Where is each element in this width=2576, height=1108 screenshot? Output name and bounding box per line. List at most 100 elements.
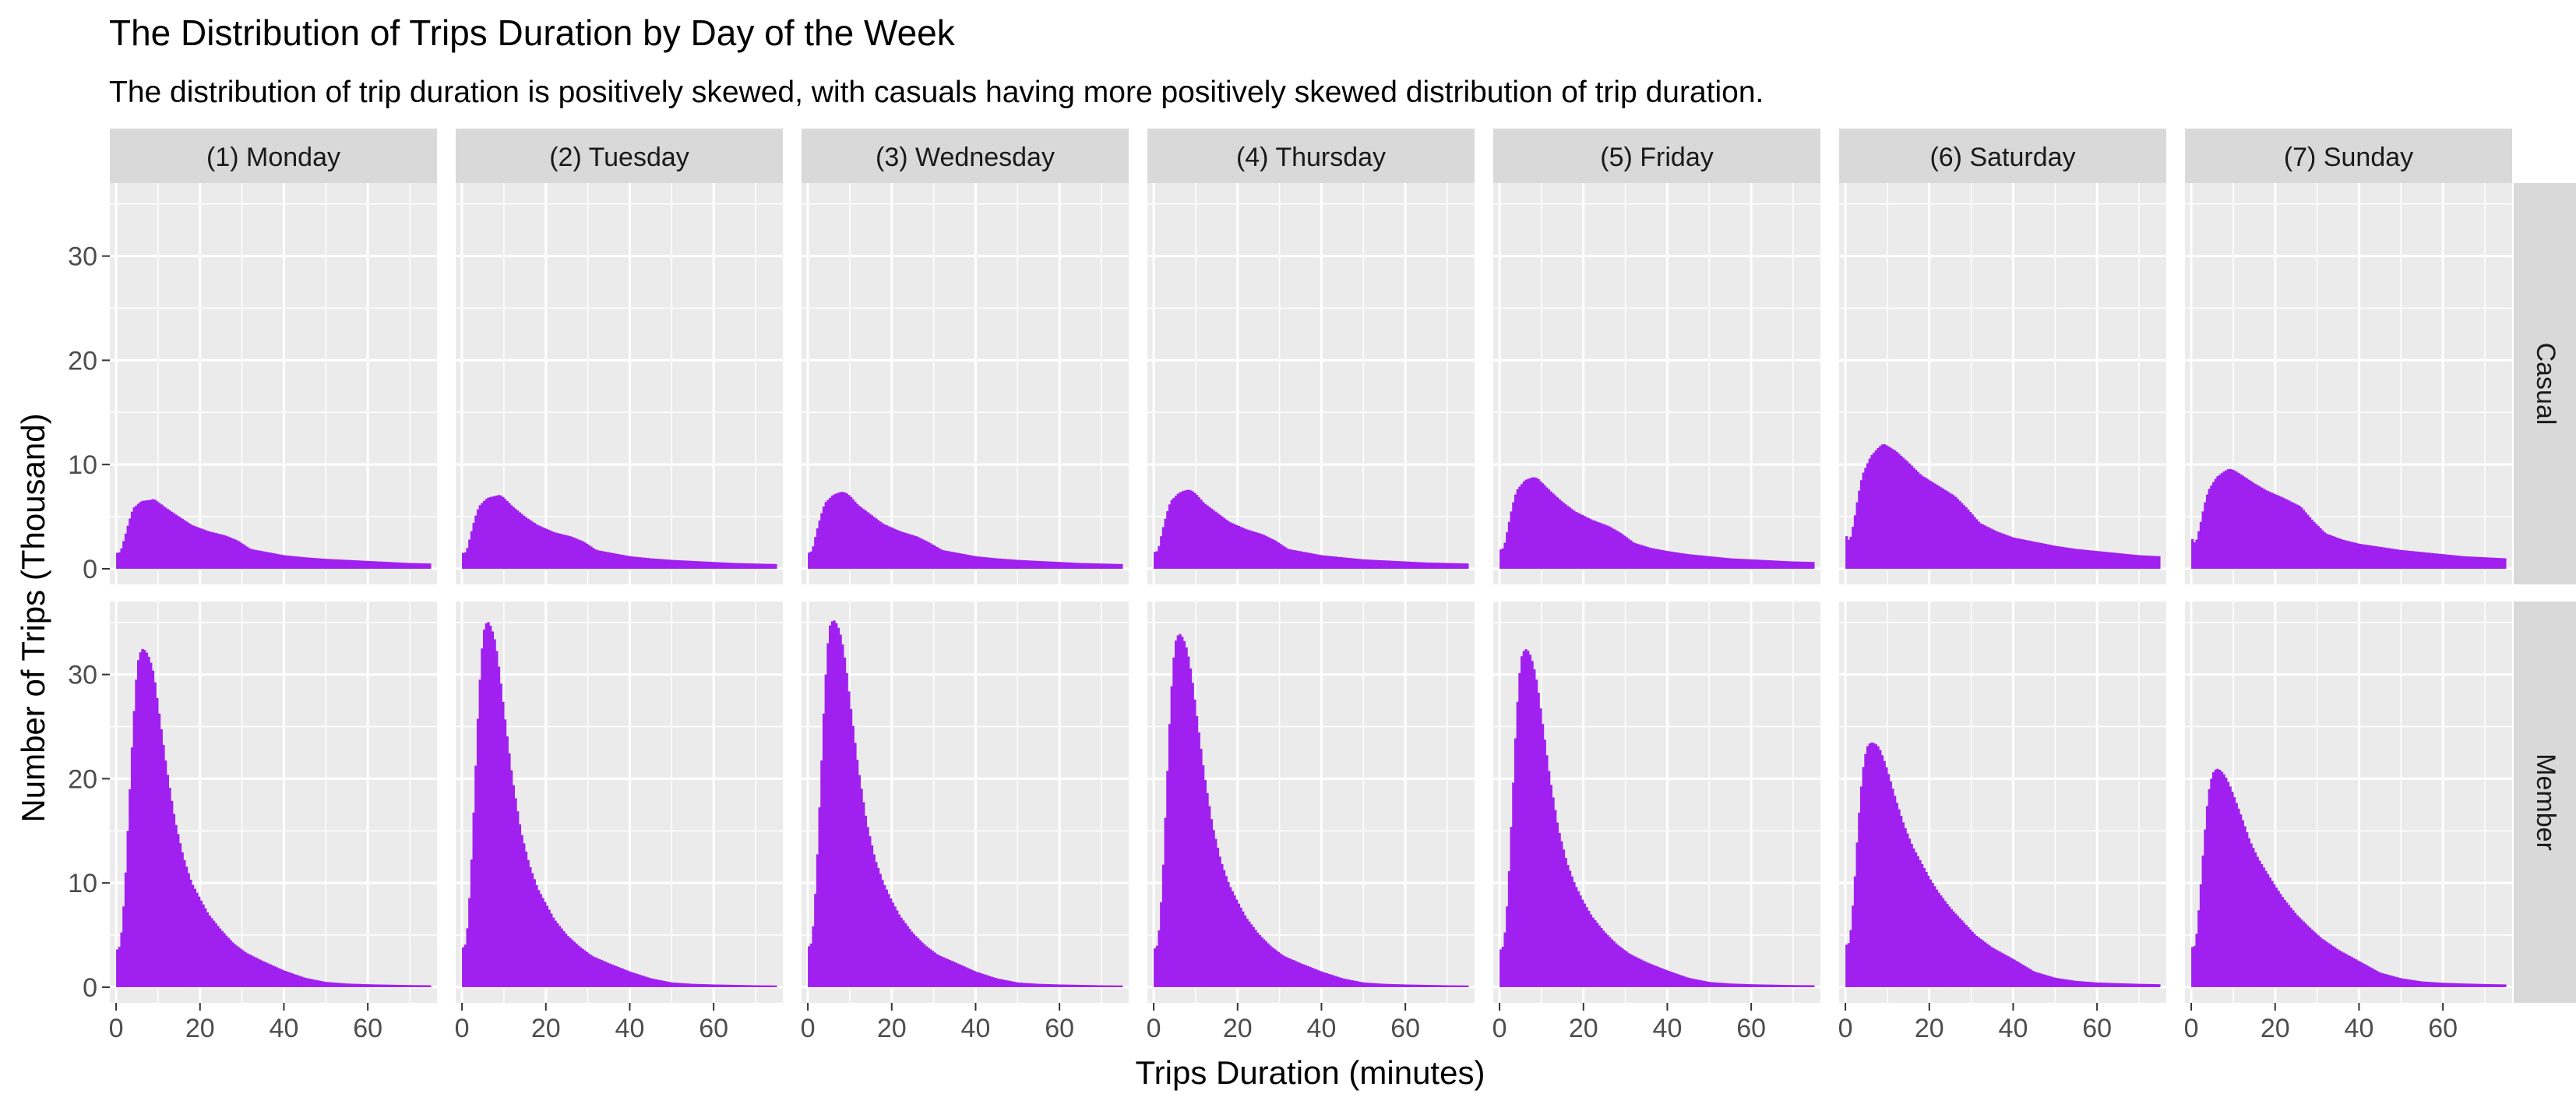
histogram-bar <box>1277 951 1281 987</box>
histogram-bar <box>1413 562 1417 569</box>
histogram-bar <box>2365 545 2368 569</box>
histogram-bar <box>462 552 465 569</box>
histogram-bar <box>1378 983 1381 987</box>
histogram-bar <box>667 982 671 987</box>
histogram-bar <box>384 984 387 987</box>
histogram-bar <box>1948 906 1951 987</box>
histogram-bar <box>1422 984 1425 987</box>
histogram-bar <box>323 559 326 569</box>
histogram-bar <box>2267 873 2270 987</box>
histogram-bar <box>1996 950 2000 987</box>
histogram-bar <box>914 536 918 569</box>
histogram-bar <box>1989 947 1993 987</box>
histogram-bar <box>2403 979 2406 987</box>
histogram-bar <box>1030 983 1033 987</box>
histogram-bar <box>2449 983 2452 987</box>
x-tick-label: 20 <box>877 1014 907 1043</box>
histogram-bar <box>2193 542 2197 569</box>
histogram-bar <box>1539 481 1542 569</box>
histogram-bar <box>1063 984 1066 987</box>
histogram-bar <box>644 557 647 569</box>
histogram-bar <box>150 499 153 569</box>
histogram-bar <box>2229 786 2232 987</box>
histogram-bar <box>1901 822 1905 987</box>
histogram-bar <box>587 953 590 987</box>
histogram-bar <box>1541 483 1545 569</box>
histogram-bar <box>2252 848 2255 987</box>
histogram-bar <box>1577 891 1580 987</box>
histogram-bar <box>313 979 316 987</box>
histogram-bar <box>1847 539 1851 569</box>
histogram-bar <box>1411 984 1415 987</box>
histogram-bar <box>612 965 616 987</box>
histogram-bar <box>239 542 243 569</box>
histogram-bar <box>284 555 287 569</box>
histogram-bar <box>1449 563 1452 569</box>
histogram-bar <box>1962 505 1966 569</box>
histogram-bar <box>1440 985 1444 987</box>
histogram-bar <box>837 492 840 569</box>
histogram-bar <box>1746 559 1750 569</box>
histogram-bar <box>715 984 719 987</box>
histogram-bar <box>168 788 171 987</box>
histogram-bar <box>1537 693 1540 987</box>
histogram-bar <box>2350 542 2353 569</box>
histogram-bar <box>870 515 874 569</box>
histogram-bar <box>141 648 144 987</box>
histogram-bar <box>506 736 509 987</box>
histogram-bar <box>199 528 203 569</box>
histogram-bar <box>374 984 377 987</box>
histogram-bar <box>1568 507 1572 569</box>
histogram-bar <box>984 974 987 987</box>
histogram-bar <box>539 526 542 569</box>
histogram-bar <box>2390 549 2394 569</box>
histogram-bar <box>351 559 354 569</box>
histogram-bar <box>1175 496 1178 569</box>
histogram-bar <box>124 533 128 569</box>
histogram-bar <box>1806 562 1809 569</box>
histogram-bar <box>581 541 584 569</box>
histogram-bar <box>1048 561 1052 569</box>
histogram-bar <box>334 559 337 569</box>
histogram-bar <box>587 545 590 569</box>
histogram-bar <box>1761 559 1764 569</box>
x-tick-label: 20 <box>1915 1014 1944 1043</box>
histogram-bar <box>978 972 981 987</box>
histogram-bar <box>422 985 425 987</box>
row-strip <box>2514 183 2576 584</box>
histogram-bar <box>493 496 496 569</box>
histogram-bar <box>1036 983 1039 987</box>
histogram-bar <box>351 983 354 987</box>
histogram-bar <box>2004 955 2007 987</box>
x-tick-label: 60 <box>353 1014 382 1043</box>
histogram-bar <box>1045 983 1048 987</box>
histogram-bar <box>2398 978 2402 987</box>
histogram-bar <box>246 546 249 569</box>
histogram-bar <box>1200 749 1203 987</box>
histogram-bar <box>2201 856 2204 987</box>
histogram-bar <box>1420 562 1423 569</box>
histogram-bar <box>424 985 428 987</box>
histogram-bar <box>344 983 347 987</box>
histogram-bar <box>1715 556 1718 569</box>
histogram-bar <box>1901 457 1905 569</box>
histogram-bar <box>2120 553 2123 569</box>
histogram-bar <box>1914 469 1918 569</box>
histogram-bar <box>2426 552 2429 569</box>
histogram-bar <box>1256 532 1260 569</box>
histogram-bar <box>2061 546 2064 569</box>
histogram-bar <box>1285 957 1288 987</box>
histogram-bar <box>839 492 842 569</box>
histogram-bar <box>287 556 291 569</box>
histogram-bar <box>1778 560 1781 569</box>
histogram-bar <box>2422 981 2425 987</box>
histogram-bar <box>1366 559 1369 569</box>
histogram-bar <box>2055 978 2058 987</box>
histogram-bar <box>1317 970 1320 987</box>
histogram-bar <box>185 866 189 987</box>
histogram-bar <box>1692 979 1696 987</box>
histogram-bar <box>906 926 909 987</box>
histogram-bar <box>856 760 859 987</box>
histogram-bar <box>1810 562 1813 569</box>
histogram-bar <box>1281 955 1284 987</box>
